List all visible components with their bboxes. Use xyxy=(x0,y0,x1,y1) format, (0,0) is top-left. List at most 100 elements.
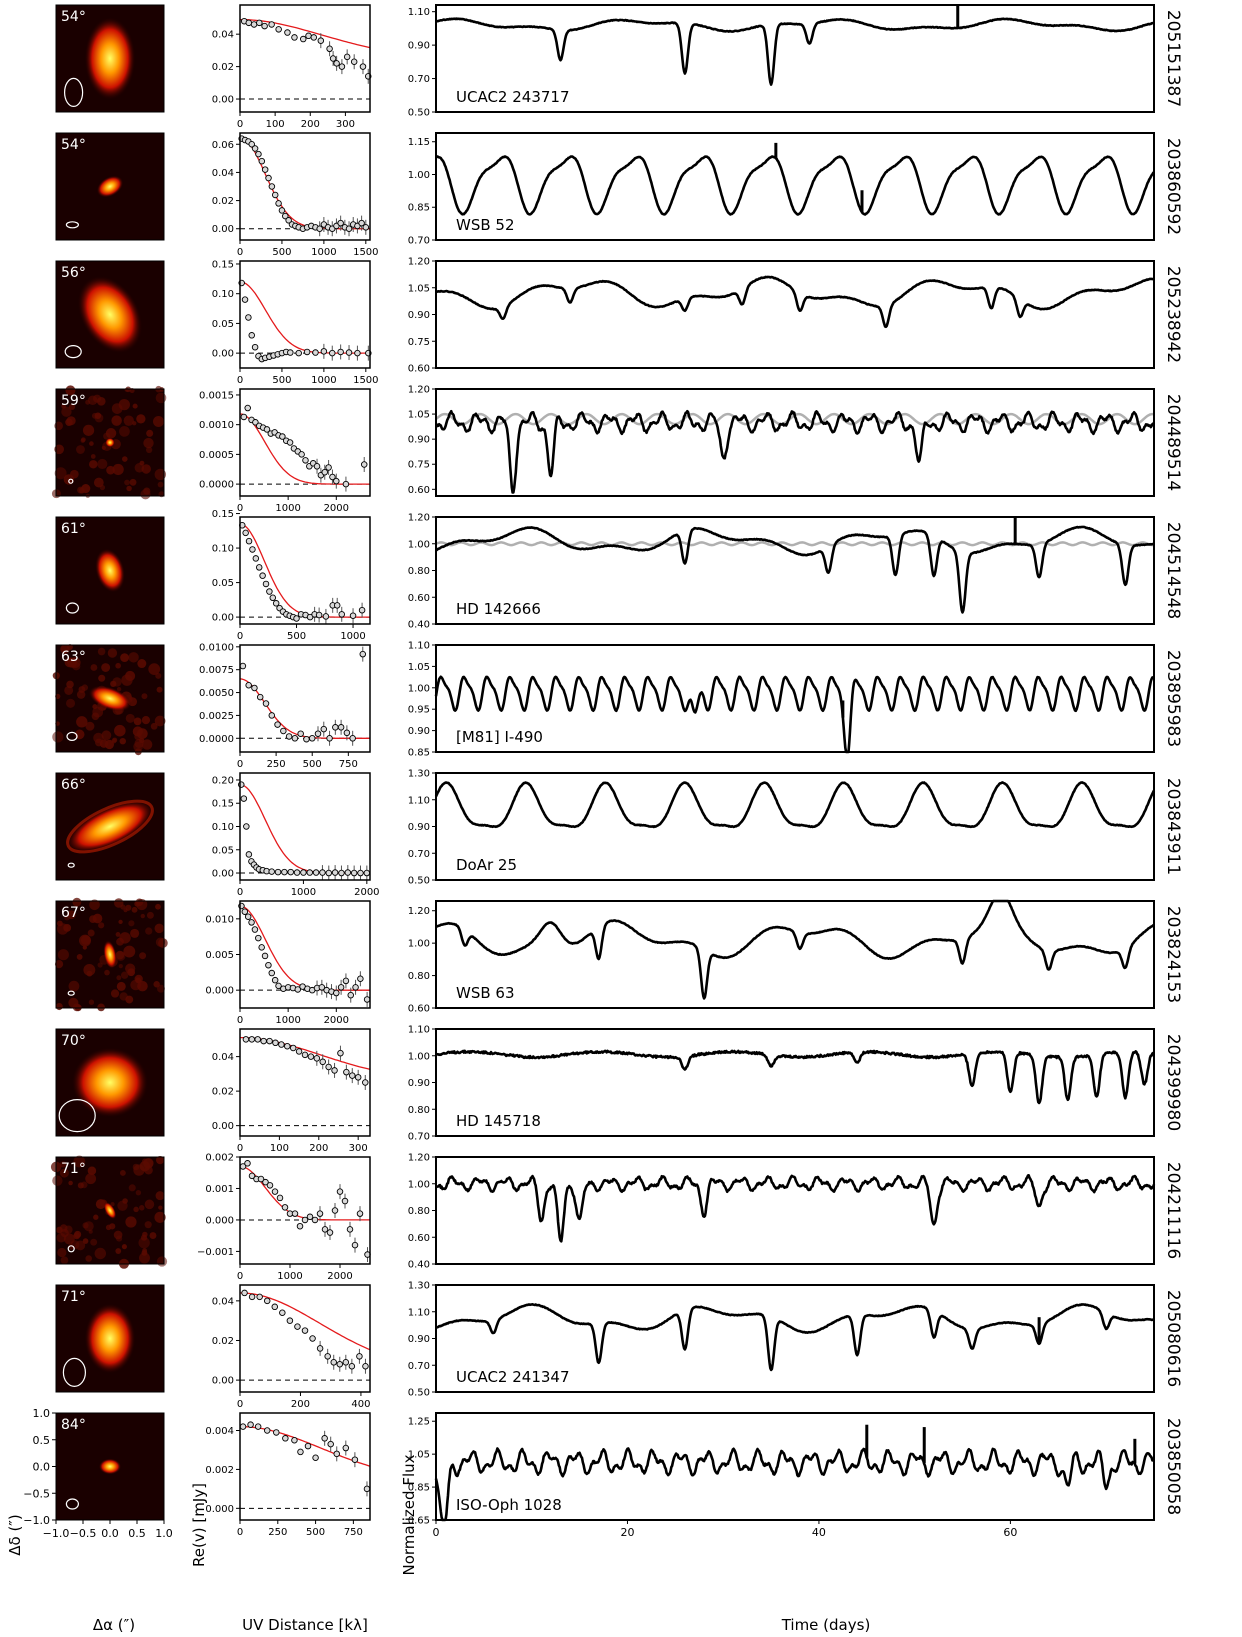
visibility-point xyxy=(343,1068,350,1076)
visibility-point xyxy=(312,349,319,356)
visibility-point xyxy=(280,727,287,735)
outer-ring xyxy=(66,799,154,854)
image-noise-speckle xyxy=(66,910,76,920)
image-noise-speckle xyxy=(155,392,167,404)
lightcurve-frame xyxy=(435,516,1155,625)
visibility-point xyxy=(333,60,340,67)
visibility-point xyxy=(299,35,307,43)
image-noise-speckle xyxy=(72,897,82,907)
model-curve xyxy=(239,281,370,354)
image-noise-speckle xyxy=(133,717,142,726)
visibility-point xyxy=(313,463,321,470)
visibility-point xyxy=(275,982,282,990)
image-noise-speckle xyxy=(52,1175,63,1186)
vis-xtick-label: 200 xyxy=(291,1399,310,1410)
lightcurve-frame xyxy=(435,4,1155,113)
visibility-point xyxy=(291,34,298,41)
vis-ytick-label: 0.0000 xyxy=(199,734,234,745)
visibility-point xyxy=(275,200,282,207)
visibility-point xyxy=(271,976,279,984)
epic-id-label: 204211116 xyxy=(1163,1162,1183,1259)
visibility-point xyxy=(327,1440,334,1448)
visibility-point xyxy=(268,712,276,719)
visibility-point xyxy=(271,1188,279,1195)
image-ytick-label: 0.5 xyxy=(33,1434,51,1447)
visibility-point xyxy=(296,1222,304,1230)
beam-ellipse xyxy=(62,1357,87,1388)
image-noise-speckle xyxy=(111,738,117,744)
beam-ellipse xyxy=(63,77,84,108)
visibility-point xyxy=(363,1485,371,1493)
visibility-point xyxy=(348,1362,356,1370)
beam-ellipse xyxy=(65,602,80,614)
epic-id-label: 203860592 xyxy=(1163,138,1183,235)
image-frame xyxy=(55,388,165,497)
lc-ytick-label: 0.80 xyxy=(408,1105,430,1116)
vis-ytick-label: 0.04 xyxy=(212,168,234,179)
image-noise-speckle xyxy=(124,479,130,486)
vis-ytick-label: 0.00 xyxy=(212,869,234,880)
lightcurve-panel: 1.25 1.05 0.85 0.650 20 40 60 ISO-Oph 1028 xyxy=(408,1412,1155,1539)
image-noise-speckle xyxy=(146,911,154,919)
visibility-panel: 0 250 500 750 0.0100 0.0075 0.0050 0.0025 0.0000 xyxy=(199,642,371,770)
visibility-point xyxy=(291,1210,299,1217)
image-noise-speckle xyxy=(117,1200,128,1211)
beam-ellipse xyxy=(68,478,74,484)
lc-ytick-label: 1.10 xyxy=(408,641,430,652)
vis-ylabel: Re(v) [mJy] xyxy=(190,1483,208,1567)
visibility-point xyxy=(318,984,326,991)
visibility-point xyxy=(333,1450,340,1458)
lc-ytick-label: 0.60 xyxy=(408,1233,430,1244)
lc-ytick-label: 0.75 xyxy=(408,460,430,471)
image-noise-speckle xyxy=(158,1205,163,1210)
image-noise-speckle xyxy=(54,421,63,431)
visibility-point xyxy=(304,1442,312,1450)
visibility-point xyxy=(274,868,282,876)
image-ytick-label: 0.0 xyxy=(33,1461,51,1474)
visibility-panel: 0 100 200 300 0.04 0.02 0.00 xyxy=(212,1028,371,1154)
visibility-point xyxy=(255,934,262,942)
visibility-point xyxy=(345,225,353,232)
image-noise-speckle xyxy=(89,441,94,446)
image-noise-speckle xyxy=(144,1199,155,1210)
visibility-panel: 0 250 500 750 0.004 0.002 0.000 xyxy=(205,1412,371,1538)
image-noise-speckle xyxy=(96,396,106,406)
image-noise-speckle xyxy=(119,932,131,944)
model-curve xyxy=(239,136,370,230)
visibility-point xyxy=(285,733,293,740)
vis-ytick-label: 0.02 xyxy=(212,1087,234,1098)
vis-ytick-label: 0.15 xyxy=(212,799,234,810)
lc-ylabel: Normalized Flux xyxy=(400,1454,418,1575)
visibility-point xyxy=(314,730,322,737)
lightcurve-line xyxy=(435,1049,1155,1105)
image-frame xyxy=(55,1156,165,1265)
image-noise-speckle xyxy=(148,663,161,675)
vis-ytick-label: 0.0100 xyxy=(199,642,234,653)
image-noise-speckle xyxy=(85,1173,97,1185)
visibility-point xyxy=(333,477,340,485)
image-ytick-label: 1.0 xyxy=(33,1407,51,1420)
visibility-point xyxy=(265,961,272,969)
vis-xtick-label: 0 xyxy=(237,1527,243,1538)
lc-ytick-label: 0.90 xyxy=(408,435,430,446)
epic-id-label: 203843911 xyxy=(1163,778,1183,875)
row-203824153: 67° 0 1000 2000 0.010 0.005 0.000 1.20 1.00 0.80 0… xyxy=(54,897,1183,1026)
image-frame xyxy=(55,644,165,753)
image-noise-speckle xyxy=(54,444,64,455)
visibility-point xyxy=(266,1182,274,1189)
visibility-point xyxy=(268,868,275,875)
image-noise-speckle xyxy=(97,458,108,470)
image-noise-speckle xyxy=(76,716,88,728)
lightcurve-line xyxy=(435,899,1155,1000)
lightcurve-line xyxy=(434,1447,1155,1522)
visibility-point xyxy=(337,219,344,227)
vis-ytick-label: 0.002 xyxy=(205,1153,234,1164)
visibility-point xyxy=(326,735,333,742)
lc-ytick-label: 0.50 xyxy=(408,108,430,119)
visibility-point xyxy=(336,1361,344,1368)
visibility-point xyxy=(350,869,358,877)
visibility-point xyxy=(319,869,326,876)
lc-ytick-label: 1.20 xyxy=(408,906,430,917)
image-noise-speckle xyxy=(88,999,95,1005)
image-noise-speckle xyxy=(113,1230,123,1240)
